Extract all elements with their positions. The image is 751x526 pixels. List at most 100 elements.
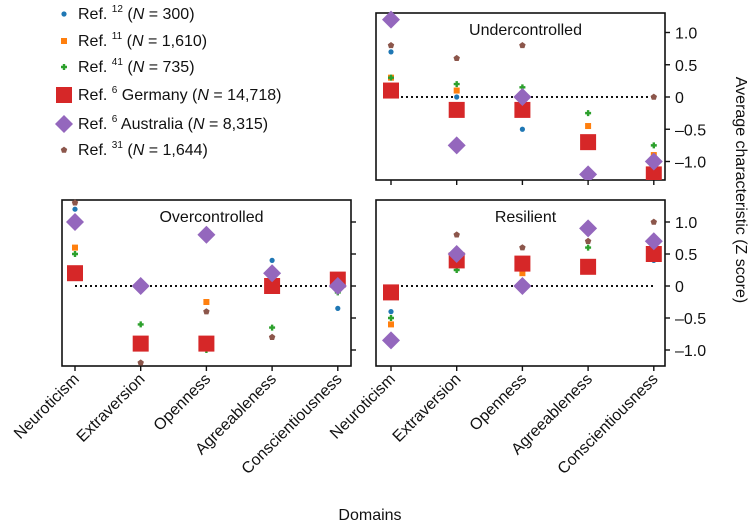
point-undercontrolled-ref6de-extraversion [448, 101, 465, 118]
point-overcontrolled-ref41-extraversion [137, 321, 144, 328]
y-tick-label: –0.5 [675, 122, 706, 139]
point-resilient-ref31-extraversion [453, 231, 460, 238]
point-undercontrolled-ref6au-agreeableness [579, 165, 598, 180]
point-undercontrolled-ref6au-extraversion [447, 136, 466, 155]
legend-marker-ref41 [60, 64, 67, 71]
data-points [382, 10, 663, 180]
point-overcontrolled-ref6au-neuroticism [66, 213, 84, 231]
point-undercontrolled-ref31-extraversion [453, 54, 460, 62]
point-undercontrolled-ref11-agreeableness [585, 123, 592, 130]
legend-marker-ref6de [56, 87, 72, 103]
x-axis-label: Domains [338, 507, 401, 524]
point-resilient-ref31-openness [519, 244, 526, 251]
legend-item-ref11: Ref. 11 (N = 1,610) [61, 31, 207, 50]
point-undercontrolled-ref6de-conscientiousness [645, 166, 662, 180]
point-undercontrolled-ref31-openness [519, 42, 526, 49]
point-undercontrolled-ref41-neuroticism [388, 74, 394, 81]
data-points [382, 218, 663, 350]
legend-marker-ref6au [55, 115, 73, 133]
point-resilient-ref6au-extraversion [447, 245, 466, 263]
point-resilient-ref6au-neuroticism [382, 331, 400, 350]
point-resilient-ref12-neuroticism [388, 309, 394, 315]
y-tick-label: 0 [675, 90, 684, 107]
y-axis-label: Average characteristic (Z score) [732, 77, 749, 303]
legend-marker-ref12 [61, 11, 67, 17]
legend-label-ref11: Ref. 11 (N = 1,610) [78, 31, 207, 50]
legend: Ref. 12 (N = 300) Ref. 11 (N = 1,610) Ref.… [55, 4, 281, 159]
panel-title: Overcontrolled [159, 209, 263, 226]
point-undercontrolled-ref6de-neuroticism [383, 82, 399, 99]
panel-title: Undercontrolled [469, 22, 582, 39]
point-resilient-ref6au-openness [513, 277, 532, 295]
y-tick-label: 0 [675, 279, 684, 296]
point-undercontrolled-ref11-extraversion [453, 87, 460, 94]
point-overcontrolled-ref31-openness [203, 308, 210, 315]
point-undercontrolled-ref41-openness [519, 84, 526, 91]
point-undercontrolled-ref6de-agreeableness [580, 134, 597, 151]
y-tick-label: –0.5 [675, 311, 706, 328]
point-overcontrolled-ref41-neuroticism [72, 251, 79, 257]
point-overcontrolled-ref11-neuroticism [72, 244, 78, 251]
panel-undercontrolled: Undercontrolled 1.0 0.5 0 –0.5 –1.0 [375, 10, 706, 185]
point-overcontrolled-ref6de-extraversion [132, 335, 149, 352]
point-overcontrolled-ref6au-openness [197, 225, 216, 244]
panels: Undercontrolled 1.0 0.5 0 –0.5 –1.0 Overcontro… [11, 10, 706, 478]
data-points [66, 199, 347, 366]
point-undercontrolled-ref6de-openness [514, 101, 531, 118]
point-overcontrolled-ref12-agreeableness [269, 257, 275, 263]
y-tick-label: 1.0 [675, 26, 697, 43]
point-overcontrolled-ref41-agreeableness [269, 324, 276, 331]
point-undercontrolled-ref41-agreeableness [585, 110, 592, 117]
y-tick-label: –1.0 [675, 343, 706, 360]
point-resilient-ref6de-neuroticism [383, 284, 399, 301]
legend-item-ref41: Ref. 41 (N = 735) [60, 57, 195, 76]
point-overcontrolled-ref12-conscientiousness [335, 305, 341, 311]
point-overcontrolled-ref6au-extraversion [131, 277, 150, 295]
point-undercontrolled-ref41-conscientiousness [650, 142, 657, 149]
point-resilient-ref6au-conscientiousness [644, 232, 663, 251]
point-undercontrolled-ref6au-neuroticism [382, 10, 400, 29]
point-resilient-ref31-agreeableness [584, 237, 592, 244]
panel-title: Resilient [495, 209, 557, 226]
point-undercontrolled-ref6au-openness [513, 88, 532, 106]
point-overcontrolled-ref31-extraversion [137, 359, 144, 366]
legend-item-ref6au: Ref. 6 Australia (N = 8,315) [55, 114, 268, 133]
point-resilient-ref6de-openness [514, 255, 531, 272]
x-tick-label-openness: Openness [151, 371, 215, 435]
point-overcontrolled-ref6au-agreeableness [263, 264, 282, 283]
point-undercontrolled-ref31-neuroticism [387, 42, 395, 49]
point-overcontrolled-ref31-agreeableness [268, 333, 276, 340]
point-undercontrolled-ref12-neuroticism [388, 49, 394, 55]
point-resilient-ref6de-agreeableness [580, 258, 597, 275]
y-tick-label: 0.5 [675, 247, 697, 264]
point-undercontrolled-ref41-extraversion [453, 81, 460, 88]
x-tick-label-extraversion: Extraversion [390, 371, 465, 446]
legend-item-ref12: Ref. 12 (N = 300) [61, 4, 195, 23]
point-undercontrolled-ref12-openness [519, 126, 526, 132]
point-overcontrolled-ref6de-openness [198, 335, 215, 352]
y-tick-label: –1.0 [675, 155, 706, 172]
legend-item-ref31: Ref. 31 (N = 1,644) [60, 140, 208, 159]
point-resilient-ref11-neuroticism [388, 321, 394, 328]
point-overcontrolled-ref6au-conscientiousness [328, 277, 347, 295]
point-overcontrolled-ref12-neuroticism [72, 206, 78, 212]
point-undercontrolled-ref12-extraversion [454, 94, 460, 100]
legend-marker-ref11 [61, 38, 67, 44]
point-resilient-ref6de-conscientiousness [645, 246, 662, 262]
point-overcontrolled-ref31-neuroticism [71, 199, 79, 206]
x-tick-label-neuroticism: Neuroticism [11, 371, 83, 443]
point-resilient-ref31-conscientiousness [650, 218, 658, 225]
point-resilient-ref11-openness [519, 270, 526, 277]
legend-label-ref6au: Ref. 6 Australia (N = 8,315) [78, 114, 268, 133]
panel-frame [375, 199, 666, 367]
y-tick-label: 0.5 [675, 58, 697, 75]
legend-label-ref6de: Ref. 6 Germany (N = 14,718) [78, 85, 281, 104]
legend-label-ref41: Ref. 41 (N = 735) [78, 57, 195, 76]
legend-marker-ref31 [60, 146, 68, 153]
legend-label-ref12: Ref. 12 (N = 300) [78, 4, 195, 23]
point-overcontrolled-ref6de-agreeableness [264, 278, 281, 294]
point-resilient-ref6au-agreeableness [579, 219, 598, 238]
legend-item-ref6de: Ref. 6 Germany (N = 14,718) [56, 85, 281, 104]
